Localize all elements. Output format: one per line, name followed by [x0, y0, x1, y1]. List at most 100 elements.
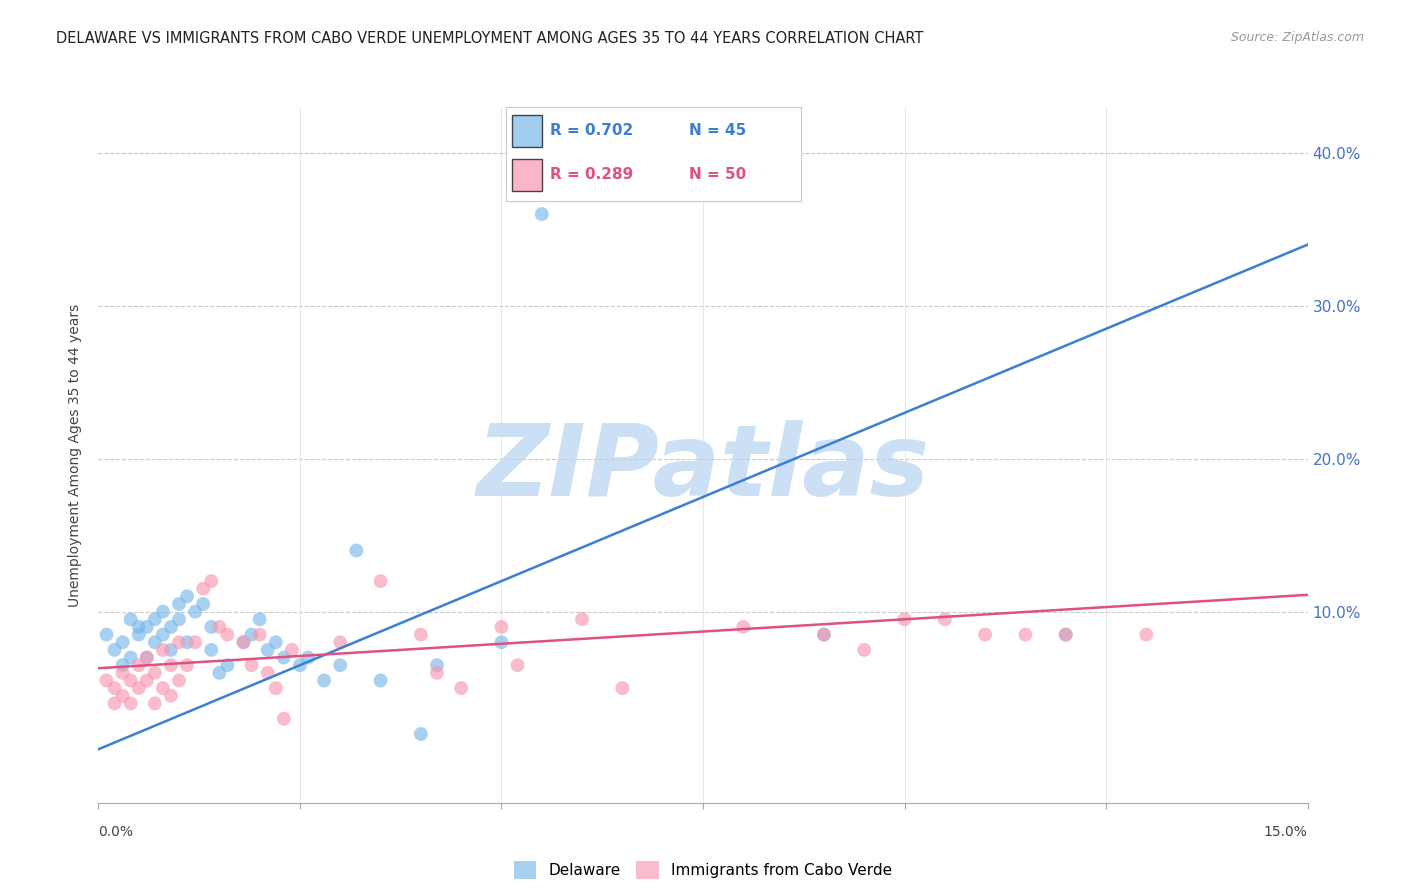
Point	[135, 620, 157, 634]
Point	[264, 681, 287, 695]
Y-axis label: Unemployment Among Ages 35 to 44 years: Unemployment Among Ages 35 to 44 years	[69, 303, 83, 607]
Point	[612, 177, 634, 191]
Point	[612, 681, 634, 695]
Point	[120, 697, 142, 711]
Text: R = 0.289: R = 0.289	[550, 167, 634, 181]
Point	[249, 627, 271, 641]
Point	[167, 612, 190, 626]
Point	[152, 681, 174, 695]
Point	[96, 673, 118, 688]
Point	[111, 665, 134, 680]
Point	[288, 658, 311, 673]
Text: DELAWARE VS IMMIGRANTS FROM CABO VERDE UNEMPLOYMENT AMONG AGES 35 TO 44 YEARS CO: DELAWARE VS IMMIGRANTS FROM CABO VERDE U…	[56, 31, 924, 46]
Point	[370, 673, 392, 688]
Point	[135, 650, 157, 665]
Point	[240, 627, 263, 641]
Point	[103, 643, 125, 657]
Point	[506, 658, 529, 673]
Point	[232, 635, 254, 649]
Point	[893, 612, 915, 626]
Point	[409, 727, 432, 741]
Point	[176, 635, 198, 649]
Point	[217, 658, 239, 673]
Text: Source: ZipAtlas.com: Source: ZipAtlas.com	[1230, 31, 1364, 45]
Point	[135, 650, 157, 665]
Point	[344, 543, 367, 558]
Point	[256, 665, 278, 680]
Point	[184, 605, 207, 619]
Point	[329, 635, 352, 649]
Point	[176, 658, 198, 673]
Point	[200, 620, 222, 634]
Text: 0.0%: 0.0%	[98, 825, 134, 839]
Point	[1135, 627, 1157, 641]
Point	[167, 597, 190, 611]
FancyBboxPatch shape	[512, 159, 541, 191]
Point	[217, 627, 239, 641]
Point	[152, 643, 174, 657]
Point	[120, 650, 142, 665]
Point	[128, 658, 150, 673]
Point	[143, 697, 166, 711]
Point	[1054, 627, 1077, 641]
Point	[232, 635, 254, 649]
Legend: Delaware, Immigrants from Cabo Verde: Delaware, Immigrants from Cabo Verde	[508, 855, 898, 886]
Point	[450, 681, 472, 695]
Point	[208, 620, 231, 634]
Point	[128, 681, 150, 695]
Point	[240, 658, 263, 673]
Point	[184, 635, 207, 649]
Point	[273, 650, 295, 665]
Point	[297, 650, 319, 665]
Point	[370, 574, 392, 588]
Point	[160, 620, 183, 634]
Point	[1054, 627, 1077, 641]
Point	[128, 620, 150, 634]
Point	[103, 697, 125, 711]
Point	[491, 620, 513, 634]
Point	[249, 612, 271, 626]
Point	[160, 658, 183, 673]
Point	[143, 635, 166, 649]
Point	[160, 689, 183, 703]
Point	[176, 590, 198, 604]
Point	[426, 658, 449, 673]
Point	[167, 673, 190, 688]
Point	[974, 627, 997, 641]
Point	[120, 612, 142, 626]
Point	[160, 643, 183, 657]
Point	[491, 635, 513, 649]
Point	[193, 582, 215, 596]
Text: R = 0.702: R = 0.702	[550, 123, 634, 138]
FancyBboxPatch shape	[512, 114, 541, 147]
Point	[200, 643, 222, 657]
Point	[426, 665, 449, 680]
Point	[143, 612, 166, 626]
Text: N = 50: N = 50	[689, 167, 747, 181]
Text: ZIPatlas: ZIPatlas	[477, 420, 929, 517]
Point	[96, 627, 118, 641]
Text: 15.0%: 15.0%	[1264, 825, 1308, 839]
Point	[120, 673, 142, 688]
Point	[273, 712, 295, 726]
Point	[1014, 627, 1036, 641]
Point	[571, 612, 593, 626]
Point	[200, 574, 222, 588]
Text: N = 45: N = 45	[689, 123, 747, 138]
Point	[530, 207, 553, 221]
Point	[853, 643, 876, 657]
Point	[281, 643, 304, 657]
Point	[208, 665, 231, 680]
Point	[813, 627, 835, 641]
Point	[193, 597, 215, 611]
Point	[111, 635, 134, 649]
Point	[329, 658, 352, 673]
Point	[314, 673, 336, 688]
Point	[152, 605, 174, 619]
Point	[152, 627, 174, 641]
Point	[111, 658, 134, 673]
Point	[934, 612, 956, 626]
Point	[256, 643, 278, 657]
Point	[103, 681, 125, 695]
Point	[813, 627, 835, 641]
